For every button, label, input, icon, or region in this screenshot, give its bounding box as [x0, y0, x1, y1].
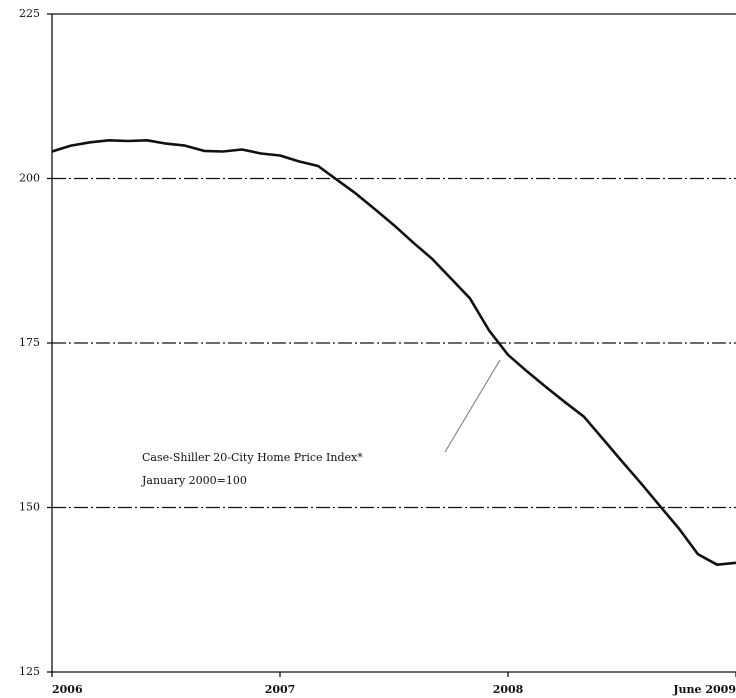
- y-tick-label: 125: [19, 665, 40, 678]
- data-line: [51, 139, 736, 566]
- x-tick-label: June 2009: [672, 683, 736, 696]
- y-tick-label: 200: [19, 172, 40, 185]
- y-tick-label: 225: [19, 7, 40, 20]
- x-tick-label: 2007: [265, 683, 296, 696]
- y-tick-label: 150: [19, 501, 40, 514]
- annotation: January 2000=100: [141, 474, 247, 487]
- leader-line: [444, 359, 501, 453]
- x-tick-label: 2008: [493, 683, 524, 696]
- annotation: Case-Shiller 20-City Home Price Index*: [142, 451, 363, 464]
- x-tick-label: 2006: [52, 683, 83, 696]
- y-tick-label: 175: [19, 336, 40, 349]
